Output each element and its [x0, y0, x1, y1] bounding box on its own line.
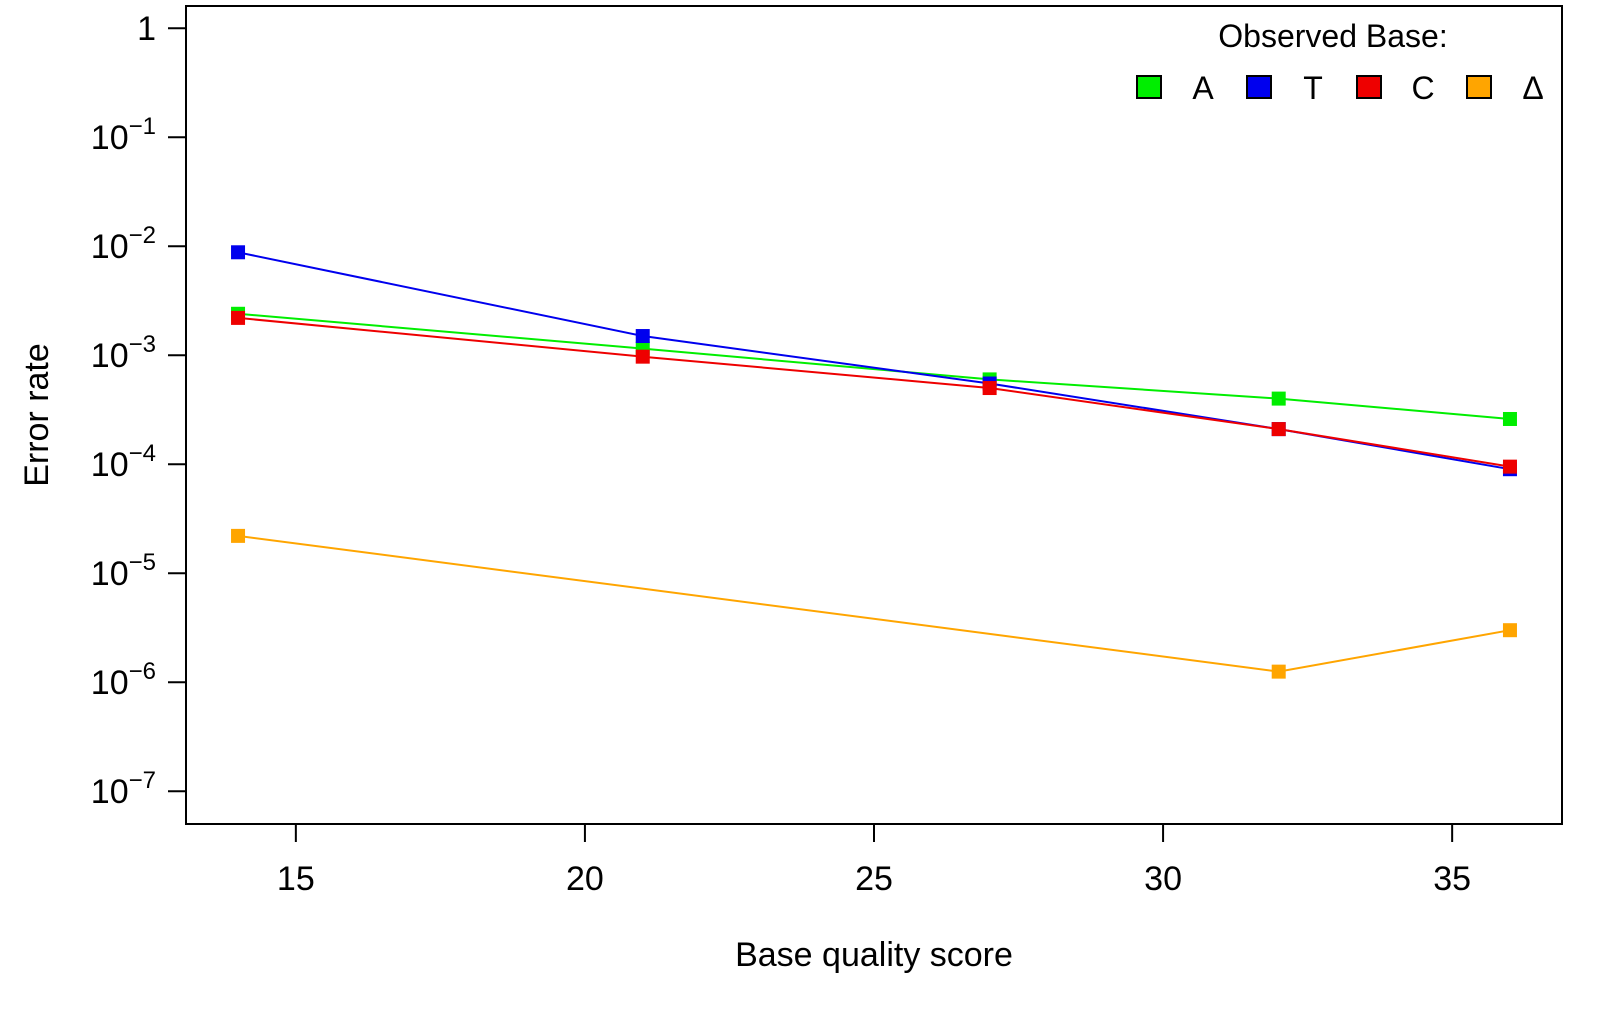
data-point	[635, 329, 650, 344]
data-point	[231, 245, 246, 260]
data-point	[635, 349, 650, 364]
data-point	[1502, 623, 1517, 638]
series-0	[231, 306, 1517, 426]
y-tick-base: 10	[91, 228, 129, 266]
legend-label: C	[1411, 70, 1434, 106]
x-axis-title: Base quality score	[735, 936, 1013, 974]
y-tick-base: 10	[91, 555, 129, 593]
series-line	[237, 534, 1511, 673]
series-line	[237, 316, 1511, 468]
y-tick-exponent: −6	[129, 658, 156, 685]
legend-title: Observed Base:	[1218, 18, 1447, 54]
data-point	[1502, 459, 1517, 474]
y-tick-exponent: −3	[129, 331, 156, 358]
x-axis: 15 20 25 30 35	[277, 824, 1471, 898]
data-point	[1502, 411, 1517, 426]
data-point	[1271, 664, 1286, 679]
y-tick-base: 10	[91, 337, 129, 375]
series-3	[231, 528, 1517, 679]
y-tick-exponent: −4	[129, 440, 156, 467]
legend-swatch	[1466, 75, 1492, 99]
x-tick-label: 15	[277, 860, 315, 898]
y-tick-base: 1	[137, 10, 156, 48]
y-tick-label: 1	[137, 10, 156, 48]
y-tick-base: 10	[91, 119, 129, 157]
plot-frame	[185, 5, 1563, 825]
data-point	[231, 310, 246, 325]
y-tick-exponent: −5	[129, 549, 156, 576]
y-tick-label: 10−7	[91, 767, 156, 811]
x-tick-label: 25	[855, 860, 893, 898]
y-tick-label: 10−1	[91, 113, 156, 157]
y-tick-exponent: −1	[129, 113, 156, 140]
y-axis-title: Error rate	[18, 343, 56, 487]
legend-label: T	[1303, 70, 1323, 106]
series-line	[237, 312, 1511, 420]
x-tick-label: 30	[1144, 860, 1182, 898]
data-point	[982, 381, 997, 396]
y-tick-label: 10−4	[91, 440, 156, 484]
legend: Observed Base: A T C Δ	[1136, 18, 1544, 106]
data-point	[1271, 391, 1286, 406]
data-point	[1271, 422, 1286, 437]
x-tick-label: 20	[566, 860, 604, 898]
y-tick-label: 10−3	[91, 331, 156, 375]
y-tick-base: 10	[91, 773, 129, 811]
data-point	[231, 528, 246, 543]
y-axis: 110−110−210−310−410−510−610−7	[91, 10, 186, 811]
y-tick-exponent: −7	[129, 767, 156, 794]
y-tick-label: 10−2	[91, 222, 156, 266]
y-tick-base: 10	[91, 664, 129, 702]
legend-swatch	[1246, 75, 1272, 99]
legend-label: Δ	[1522, 70, 1543, 106]
y-tick-label: 10−6	[91, 658, 156, 702]
y-tick-label: 10−5	[91, 549, 156, 593]
series-layer	[231, 245, 1517, 679]
legend-swatch	[1136, 75, 1162, 99]
y-tick-base: 10	[91, 446, 129, 484]
series-2	[231, 310, 1517, 474]
y-tick-exponent: −2	[129, 222, 156, 249]
legend-label: A	[1192, 70, 1214, 106]
legend-swatch	[1356, 75, 1382, 99]
series-1	[231, 245, 1517, 477]
x-tick-label: 35	[1433, 860, 1471, 898]
